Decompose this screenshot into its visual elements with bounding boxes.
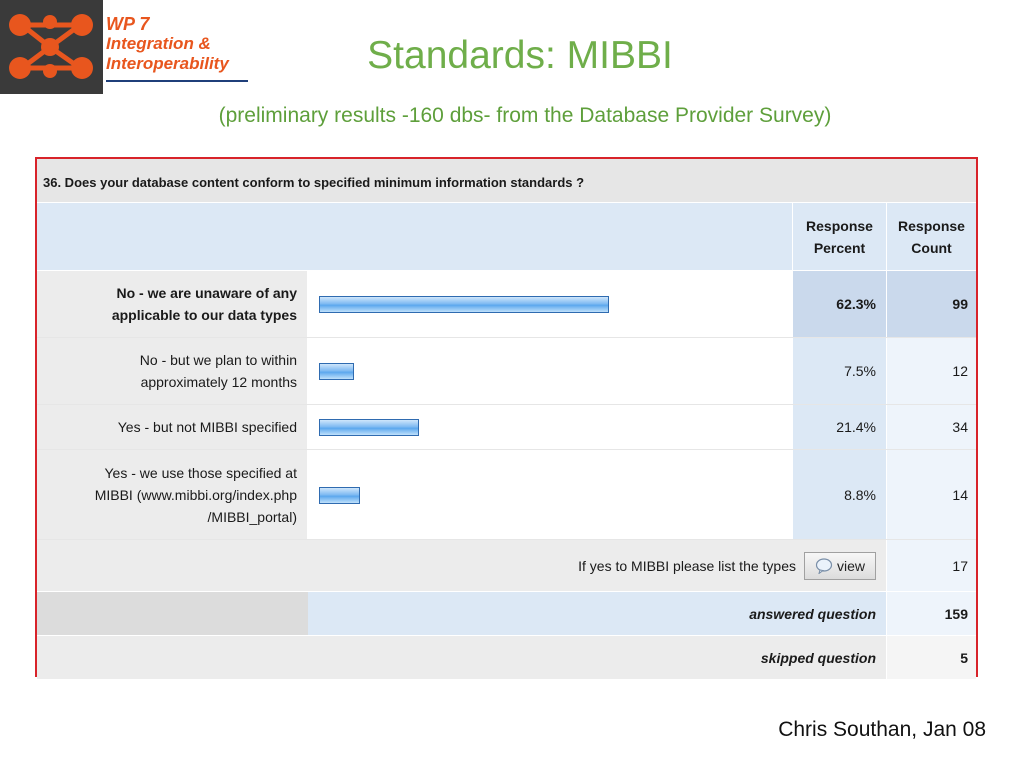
answer-bar-cell — [308, 271, 792, 337]
speech-bubble-icon — [815, 557, 833, 574]
response-bar — [319, 296, 609, 313]
answer-bar-cell — [308, 405, 792, 449]
answer-row: No - we are unaware of any applicable to… — [37, 271, 976, 338]
response-count: 99 — [886, 271, 976, 337]
logo — [0, 0, 103, 94]
skipped-question-row: skipped question 5 — [37, 635, 976, 679]
skipped-question-count: 5 — [886, 636, 976, 679]
question-header: 36. Does your database content conform t… — [37, 159, 976, 203]
answer-bar-cell — [308, 338, 792, 404]
response-count: 14 — [886, 450, 976, 539]
answered-question-label: answered question — [308, 592, 886, 635]
response-count-header-line2: Count — [911, 239, 952, 256]
skipped-question-label: skipped question — [308, 636, 886, 679]
other-response-row: If yes to MIBBI please list the types vi… — [37, 540, 976, 591]
answer-label-line: /MIBBI_portal) — [207, 508, 297, 525]
response-percent: 8.8% — [792, 450, 886, 539]
answer-label-line: applicable to our data types — [111, 307, 297, 323]
answer-label-line: No - but we plan to within — [139, 352, 297, 368]
other-response-cell: If yes to MIBBI please list the types vi… — [37, 540, 886, 591]
response-bar — [319, 486, 360, 504]
answer-row: No - but we plan to within approximately… — [37, 338, 976, 405]
skipped-spacer — [37, 636, 309, 679]
answered-spacer — [37, 592, 309, 635]
network-nodes-icon — [9, 14, 93, 79]
answer-label-line: MIBBI (www.mibbi.org/index.php — [94, 486, 297, 503]
answered-question-row: answered question 159 — [37, 591, 976, 635]
answer-label-line: approximately 12 months — [140, 374, 297, 390]
slide-title: Standards: MIBBI — [367, 34, 673, 77]
logo-line-wp: WP 7 — [106, 14, 150, 34]
response-count-header-line1: Response — [898, 217, 965, 234]
response-count-header: Response Count — [886, 203, 976, 270]
response-percent-header-line1: Response — [806, 217, 873, 234]
response-percent: 21.4% — [792, 405, 886, 449]
answer-label: Yes - but not MIBBI specified — [37, 405, 308, 449]
answer-label: Yes - we use those specified at MIBBI (w… — [37, 450, 308, 539]
response-count: 12 — [886, 338, 976, 404]
logo-line-integration: Integration & — [106, 34, 211, 53]
other-response-label: If yes to MIBBI please list the types — [578, 557, 796, 574]
logo-text: WP 7 Integration & Interoperability — [106, 14, 229, 74]
response-percent-header: Response Percent — [792, 203, 886, 270]
answer-bar-cell — [308, 450, 792, 539]
logo-underline — [106, 80, 248, 82]
response-percent: 62.3% — [792, 271, 886, 337]
answer-row: Yes - we use those specified at MIBBI (w… — [37, 450, 976, 540]
response-percent-header-line2: Percent — [813, 239, 866, 256]
footer-author-date: Chris Southan, Jan 08 — [778, 718, 986, 741]
answer-label-line: Yes - but not MIBBI specified — [117, 419, 297, 435]
response-percent: 7.5% — [792, 338, 886, 404]
answer-label: No - we are unaware of any applicable to… — [37, 271, 308, 337]
answer-label-line: No - we are unaware of any — [116, 285, 298, 301]
column-header-row: Response Percent Response Count — [37, 203, 976, 271]
view-button[interactable]: view — [804, 551, 876, 580]
other-response-count: 17 — [886, 540, 976, 591]
response-bar — [319, 419, 419, 436]
response-count: 34 — [886, 405, 976, 449]
view-button-label: view — [836, 557, 865, 574]
response-bar — [319, 363, 354, 380]
survey-table: 36. Does your database content conform t… — [35, 157, 978, 679]
logo-line-interoperability: Interoperability — [106, 54, 229, 73]
answer-row: Yes - but not MIBBI specified 21.4% 34 — [37, 405, 976, 450]
slide-subtitle: (preliminary results -160 dbs- from the … — [218, 104, 832, 127]
answer-label: No - but we plan to within approximately… — [37, 338, 308, 404]
answered-question-count: 159 — [886, 592, 976, 635]
answer-label-line: Yes - we use those specified at — [104, 464, 298, 481]
